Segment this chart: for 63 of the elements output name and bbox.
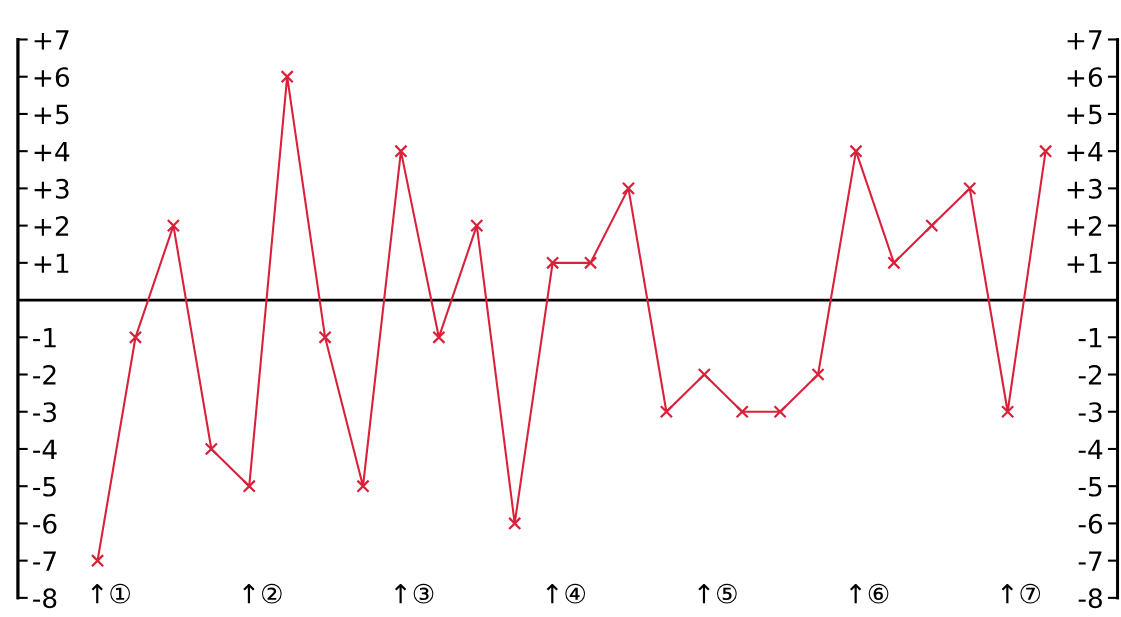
y2-tick-label: -5 xyxy=(1078,476,1102,497)
point xyxy=(280,70,294,84)
y-tick-label: -1 xyxy=(33,328,56,348)
point xyxy=(773,405,787,419)
y-tick-label: -5 xyxy=(33,476,56,497)
point xyxy=(432,330,446,344)
y2-tick-label: +1 xyxy=(1067,253,1102,273)
y2-tick-label: +3 xyxy=(1067,178,1102,199)
point xyxy=(90,553,105,568)
point xyxy=(318,330,332,344)
y2-tick-label: +2 xyxy=(1067,216,1102,236)
point xyxy=(394,144,408,158)
y-tick-label: -8 xyxy=(33,588,57,609)
point xyxy=(735,405,749,419)
y2-tick-label: -6 xyxy=(1078,513,1103,534)
y-tick-label: -6 xyxy=(33,513,57,534)
annotation: ↑① xyxy=(91,583,131,604)
point xyxy=(963,181,977,196)
annotation: ↑④ xyxy=(546,583,586,604)
point xyxy=(583,256,598,270)
point xyxy=(508,516,522,531)
annotation: ↑⑤ xyxy=(698,583,737,604)
y2-tick-label: +6 xyxy=(1067,67,1103,88)
y2-tick-label: -2 xyxy=(1078,364,1102,385)
annotation: ↑③ xyxy=(394,583,434,604)
annotation: ↑⑥ xyxy=(850,583,889,604)
y-tick-label: -3 xyxy=(33,402,57,423)
y2-tick-label: -7 xyxy=(1078,551,1102,571)
point xyxy=(204,442,218,456)
point xyxy=(128,330,143,344)
point xyxy=(849,144,863,158)
point xyxy=(356,479,370,493)
y-tick-label: +7 xyxy=(34,30,69,50)
annotation: ↑② xyxy=(243,583,282,604)
point xyxy=(242,479,256,493)
point xyxy=(1038,144,1053,158)
y-tick-label: +1 xyxy=(34,253,69,273)
y2-tick-label: +4 xyxy=(1067,141,1103,162)
point xyxy=(166,218,181,233)
point xyxy=(925,218,939,233)
point xyxy=(887,256,901,270)
y2-tick-label: -4 xyxy=(1078,439,1103,459)
y-tick-label: +2 xyxy=(34,216,69,236)
y2-tick-label: +5 xyxy=(1067,104,1102,125)
y-tick-label: +5 xyxy=(34,104,69,125)
y2-tick-label: +7 xyxy=(1067,30,1102,50)
y-tick-label: +6 xyxy=(34,67,70,88)
point xyxy=(545,256,560,270)
point xyxy=(697,367,711,382)
y-tick-label: +3 xyxy=(34,178,69,199)
point xyxy=(470,218,484,233)
y2-tick-label: -1 xyxy=(1078,328,1102,348)
point xyxy=(811,367,825,382)
y-tick-label: -2 xyxy=(33,364,56,385)
y-tick-label: -4 xyxy=(33,439,57,459)
y2-tick-label: -3 xyxy=(1078,402,1102,423)
y-tick-label: -7 xyxy=(33,551,56,571)
point xyxy=(659,405,674,419)
point xyxy=(1001,405,1015,419)
point xyxy=(621,181,636,196)
y2-tick-label: -8 xyxy=(1078,588,1102,609)
y-tick-label: +4 xyxy=(34,141,70,162)
annotation: ↑⑦ xyxy=(1001,583,1041,604)
